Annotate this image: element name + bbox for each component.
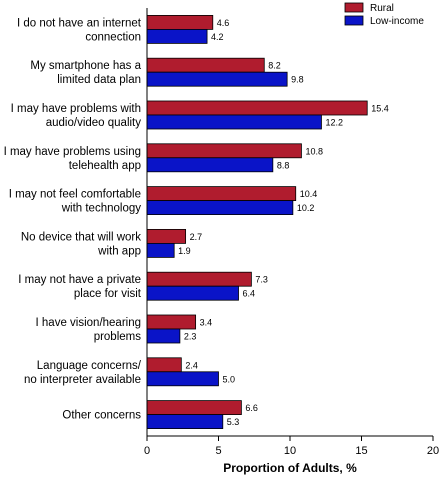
bar-low-income-5 xyxy=(146,242,175,258)
bar-rural-8 xyxy=(146,357,182,373)
category-label: connection xyxy=(85,31,141,43)
value-label: 5.3 xyxy=(227,417,240,427)
bar-low-income-1 xyxy=(146,71,288,87)
value-label: 10.8 xyxy=(305,146,323,156)
category-label: I have vision/hearing xyxy=(36,317,141,329)
legend: Rural Low-income xyxy=(344,2,424,27)
bar-low-income-9 xyxy=(146,414,224,430)
x-tick-label: 20 xyxy=(427,445,439,457)
value-label: 12.2 xyxy=(325,118,343,128)
bar-rural-6 xyxy=(146,271,252,287)
bar-low-income-0 xyxy=(146,28,208,44)
axes: 0 5 10 15 20 xyxy=(144,8,439,457)
bar-low-income-4 xyxy=(146,200,294,216)
category-label: I may have problems with xyxy=(11,103,141,115)
value-label: 2.7 xyxy=(190,232,203,242)
category-label: place for visit xyxy=(74,288,142,300)
bar-rural-2 xyxy=(146,100,368,116)
bar-low-income-8 xyxy=(146,371,219,387)
x-tick-label: 0 xyxy=(144,445,150,457)
bar-rural-5 xyxy=(146,228,187,244)
x-tick-label: 5 xyxy=(215,445,221,457)
value-label: 4.6 xyxy=(217,18,230,28)
legend-label: Low-income xyxy=(370,16,424,27)
category-label: I do not have an internet xyxy=(17,17,142,29)
bar-rural-3 xyxy=(146,143,302,159)
value-label: 3.4 xyxy=(200,318,213,328)
category-label: with app xyxy=(97,245,141,257)
value-label: 10.4 xyxy=(300,189,318,199)
bar-rural-4 xyxy=(146,186,297,202)
category-label: problems xyxy=(94,331,142,343)
legend-swatch xyxy=(344,15,364,26)
x-axis-title: Proportion of Adults, % xyxy=(223,461,357,475)
category-label: limited data plan xyxy=(57,74,141,86)
value-label: 5.0 xyxy=(223,374,236,384)
bar-low-income-3 xyxy=(146,157,274,173)
value-label: 15.4 xyxy=(371,104,389,114)
legend-label: Rural xyxy=(370,3,394,14)
bar-rural-0 xyxy=(146,14,214,30)
value-label: 6.6 xyxy=(245,403,258,413)
value-label: 2.3 xyxy=(184,332,197,342)
category-label: Language concerns/ xyxy=(37,360,142,372)
category-label: I may not have a private xyxy=(18,274,141,286)
category-label: audio/video quality xyxy=(46,117,142,129)
value-label: 4.2 xyxy=(211,32,224,42)
category-label: no interpreter available xyxy=(24,374,141,386)
bar-rural-1 xyxy=(146,57,265,73)
bar-rural-9 xyxy=(146,400,242,416)
bars xyxy=(146,14,368,430)
category-label: I may not feel comfortable xyxy=(9,189,141,201)
category-label: Other concerns xyxy=(62,410,141,422)
value-label: 2.4 xyxy=(185,360,198,370)
legend-swatch xyxy=(344,2,364,13)
value-label: 10.2 xyxy=(297,203,315,213)
category-label: I may have problems using xyxy=(4,146,141,158)
category-label: telehealth app xyxy=(69,160,141,172)
category-label: My smartphone has a xyxy=(30,60,141,72)
value-label: 8.2 xyxy=(268,61,281,71)
bar-rural-7 xyxy=(146,314,197,330)
value-label: 9.8 xyxy=(291,75,304,85)
value-label: 8.8 xyxy=(277,160,290,170)
bar-low-income-7 xyxy=(146,328,181,344)
category-labels: I do not have an internet connection My sm… xyxy=(4,17,142,421)
value-label: 7.3 xyxy=(255,275,268,285)
bar-low-income-6 xyxy=(146,285,239,301)
category-label: with technology xyxy=(61,203,142,215)
value-labels: 4.6 4.2 8.2 9.8 15.4 12.2 10.8 8.8 10.4 10.2 2.7 1.… xyxy=(178,18,389,427)
value-label: 6.4 xyxy=(243,289,256,299)
bar-low-income-2 xyxy=(146,114,322,130)
x-tick-label: 15 xyxy=(355,445,367,457)
value-label: 1.9 xyxy=(178,246,191,256)
x-tick-label: 10 xyxy=(284,445,296,457)
category-label: No device that will work xyxy=(21,231,141,243)
